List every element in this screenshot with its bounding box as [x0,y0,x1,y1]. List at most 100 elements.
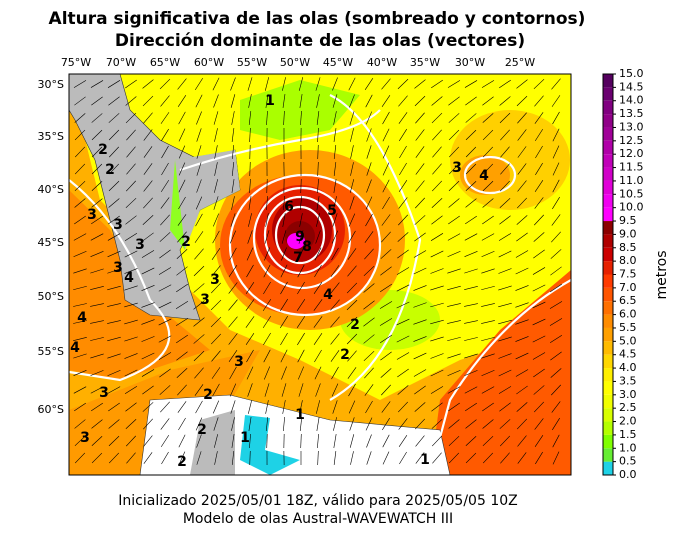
colorbar-segment [603,74,613,87]
colorbar-segment [603,395,613,408]
colorbar-tick-label: 8.5 [619,241,637,254]
colorbar-tick-label: 5.0 [619,334,637,347]
contour-label: 2 [181,234,191,250]
contour-label: 2 [105,162,115,178]
colorbar-tick-label: 0.0 [619,468,637,481]
colorbar-tick-label: 4.5 [619,348,637,361]
lon-label: 60°W [194,56,224,69]
lat-label: 50°S [38,290,64,303]
contour-label: 4 [323,287,333,303]
contour-label: 3 [80,430,90,446]
colorbar-tick-label: 10.5 [619,187,644,200]
contour-label: 2 [203,387,213,403]
contour-label: 3 [210,272,220,288]
lat-label: 60°S [38,403,64,416]
colorbar-tick-label: 11.0 [619,174,644,187]
colorbar-segment [603,101,613,114]
colorbar-segment [603,154,613,167]
colorbar-label: metros [654,250,670,299]
contour-label: 6 [284,199,294,215]
contour-label: 4 [77,310,87,326]
lat-label: 45°S [38,236,64,249]
contour-label: 1 [265,93,275,109]
colorbar-segment [603,381,613,394]
colorbar-segment [603,194,613,207]
contour-label: 3 [113,217,123,233]
colorbar-segment [603,368,613,381]
colorbar-segment [603,341,613,354]
lon-label: 35°W [410,56,440,69]
contour-label: 2 [340,347,350,363]
lat-label: 40°S [38,183,64,196]
contour-label: 4 [479,168,489,184]
colorbar-segment [603,141,613,154]
colorbar-tick-label: 14.5 [619,80,644,93]
colorbar-segment [603,462,613,475]
colorbar-segment [603,435,613,448]
colorbar-segment [603,448,613,461]
contour-label: 3 [452,160,462,176]
colorbar-tick-label: 12.5 [619,134,644,147]
colorbar-tick-label: 13.5 [619,107,644,120]
colorbar-tick-label: 5.5 [619,321,637,334]
colorbar-tick-label: 12.0 [619,147,644,160]
lon-label: 25°W [505,56,535,69]
colorbar-segment [603,261,613,274]
colorbar-tick-label: 6.0 [619,308,637,321]
lon-label: 65°W [150,56,180,69]
lon-label: 75°W [61,56,91,69]
colorbar-segment [603,422,613,435]
colorbar-segment [603,288,613,301]
colorbar-tick-label: 1.5 [619,428,637,441]
lon-label: 30°W [455,56,485,69]
contour-label: 3 [200,292,210,308]
colorbar-tick-label: 10.0 [619,201,644,214]
colorbar-segment [603,275,613,288]
contour-label: 2 [177,454,187,470]
contour-label: 5 [327,203,337,219]
contour-label: 3 [234,354,244,370]
colorbar-tick-label: 11.5 [619,161,644,174]
footer-line: Modelo de olas Austral-WAVEWATCH III [183,511,453,527]
title-line: Altura significativa de las olas (sombre… [49,9,586,29]
title-line: Dirección dominante de las olas (vectore… [115,31,525,51]
colorbar-segment [603,328,613,341]
colorbar-tick-label: 3.0 [619,388,637,401]
contour-label: 2 [350,317,360,333]
contour-label: 4 [70,340,80,356]
lat-label: 35°S [38,130,64,143]
colorbar-segment [603,315,613,328]
lon-label: 40°W [367,56,397,69]
colorbar-segment [603,208,613,221]
contour-label: 2 [98,142,108,158]
colorbar-segment [603,355,613,368]
lon-label: 45°W [323,56,353,69]
lat-label: 55°S [38,345,64,358]
colorbar-tick-label: 14.0 [619,94,644,107]
colorbar-tick-label: 9.5 [619,214,637,227]
colorbar-segment [603,127,613,140]
contour-label: 3 [113,260,123,276]
contour-label: 3 [87,207,97,223]
contour-label: 9 [295,229,305,245]
lon-label: 55°W [237,56,267,69]
colorbar-segment [603,221,613,234]
footer-line: Inicializado 2025/05/01 18Z, válido para… [118,493,517,509]
colorbar-tick-label: 0.5 [619,455,637,468]
colorbar-segment [603,234,613,247]
colorbar-tick-label: 13.0 [619,120,644,133]
contour-label: 1 [295,407,305,423]
colorbar-segment [603,301,613,314]
field [450,110,570,210]
colorbar-segment [603,114,613,127]
lat-label: 30°S [38,78,64,91]
colorbar-tick-label: 1.0 [619,441,637,454]
contour-label: 4 [124,270,134,286]
colorbar-tick-label: 8.0 [619,254,637,267]
colorbar-tick-label: 3.5 [619,374,637,387]
contour-label: 1 [240,430,250,446]
lon-label: 50°W [280,56,310,69]
contour-label: 1 [420,452,430,468]
colorbar-segment [603,168,613,181]
